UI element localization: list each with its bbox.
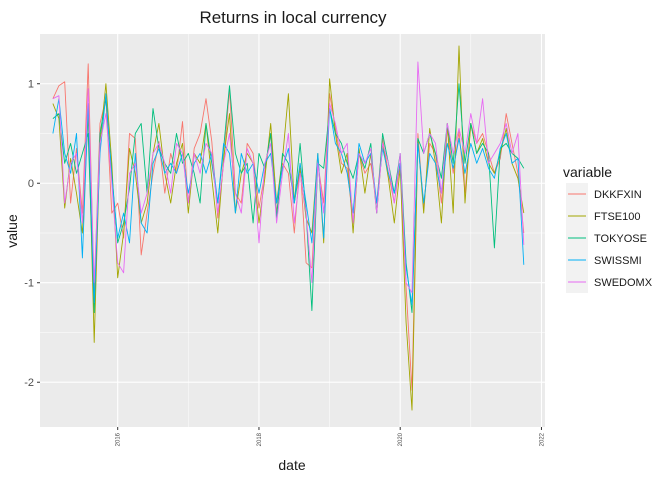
x-tick-label: 2020 (398, 432, 404, 446)
series-line-swissmi (52, 93, 525, 306)
legend-label: TOKYOSE (594, 233, 647, 245)
x-tick-label: 2018 (257, 432, 263, 446)
x-axis-title: date (278, 457, 305, 473)
legend: variable DKKFXIN FTSE100 TOKYOSE SWISSMI SWE… (563, 164, 653, 293)
legend-label: DKKFXIN (594, 189, 642, 201)
y-tick-label: 1 (28, 79, 34, 91)
x-tick-label: 2016 (116, 432, 122, 446)
legend-label: FTSE100 (594, 211, 640, 223)
y-axis-title: value (4, 214, 20, 248)
y-axis-ticks: 1 0 -1 -2 (24, 79, 40, 389)
y-tick-label: -1 (24, 278, 34, 290)
x-axis-ticks: 2016 2018 2020 2022 (116, 427, 545, 446)
legend-label: SWISSMI (594, 255, 642, 267)
legend-label: SWEDOMX (594, 277, 653, 289)
series-line-swedomx (52, 61, 525, 294)
y-tick-label: -2 (24, 377, 34, 389)
legend-title: variable (563, 164, 612, 180)
y-tick-label: 0 (28, 178, 34, 190)
series-layer (52, 45, 525, 411)
chart-title: Returns in local currency (199, 8, 387, 27)
x-tick-label: 2022 (539, 432, 545, 446)
